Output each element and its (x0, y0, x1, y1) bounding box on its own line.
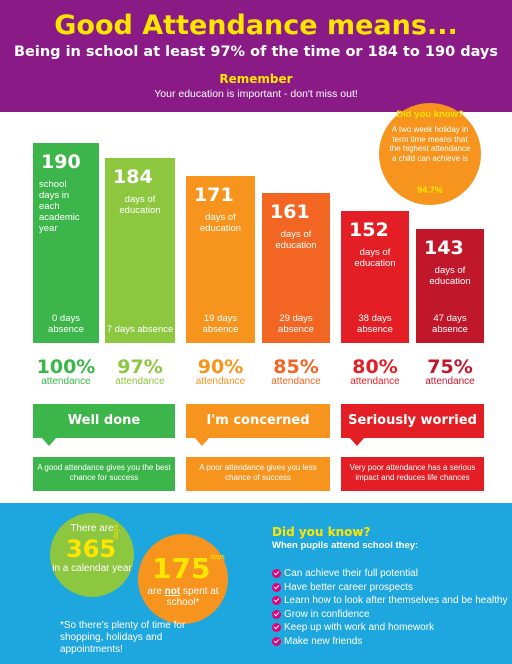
days-in-year-circle: There are 365 days in a calendar year (50, 513, 134, 597)
percent-value: 100% (36, 356, 96, 378)
days-unit: days (113, 524, 120, 539)
percent-label: attendance (115, 376, 165, 387)
caption-part: are (147, 586, 162, 597)
bubble-label: I'm concerned (206, 413, 310, 428)
bar-absence: 47 days absence (432, 313, 468, 335)
list-item-text: Learn how to look after themselves and b… (284, 595, 508, 606)
benefits-list: Can achieve their full potential Have be… (272, 567, 507, 648)
bar-171: 171 days of education 19 days absence (186, 176, 255, 343)
list-item-text: Have better career prospects (284, 581, 413, 593)
bar-number: 161 (270, 201, 310, 223)
bar-number: 184 (113, 166, 153, 188)
did-you-know-heading: Did you know? (396, 109, 464, 120)
page-title: Good Attendance means... (54, 10, 458, 41)
remember-text: Your education is important - don't miss… (154, 88, 358, 100)
bar-number: 152 (349, 219, 389, 241)
percent-label: attendance (350, 376, 400, 387)
bar-desc: school days in each academic year (39, 179, 80, 234)
check-icon (272, 623, 281, 632)
concerned-description: A poor attendance gives you less chance … (186, 457, 330, 491)
days-number: 175 (152, 552, 211, 585)
bar-143: 143 days of education 47 days absence (416, 229, 484, 343)
percent-value: 90% (197, 356, 244, 378)
attendance-percent: 85% attendance (262, 356, 330, 387)
bar-number: 143 (424, 237, 464, 259)
check-icon (272, 596, 281, 605)
percent-value: 85% (273, 356, 319, 378)
bar-absence: 19 days absence (202, 313, 239, 335)
bar-desc: days of education (199, 212, 242, 234)
attendance-percent: 90% attendance (186, 356, 255, 387)
days-unit: days (210, 554, 225, 561)
list-item: Have better career prospects (272, 581, 507, 595)
footnote: *So there's plenty of time for shopping,… (60, 620, 186, 655)
percent-label: attendance (425, 376, 475, 387)
list-item: Grow in confidence (272, 608, 507, 622)
bar-absence: 7 days absence (106, 324, 174, 335)
page-subtitle: Being in school at least 97% of the time… (13, 44, 499, 60)
bar-absence: 0 days absence (48, 313, 84, 335)
bar-desc: days of education (354, 247, 396, 269)
list-item: Keep up with work and homework (272, 621, 507, 635)
bar-desc: days of education (275, 229, 317, 251)
circle-caption: in a calendar year (52, 563, 132, 574)
did-you-know-benefits: Did you know? When pupils attend school … (272, 525, 418, 551)
remember-heading: Remember (219, 72, 293, 86)
did-you-know-body: A two week holiday in term time means th… (389, 125, 471, 163)
bar-184: 184 days of education 7 days absence (105, 158, 175, 343)
caption-part: spent at school* (166, 586, 219, 608)
check-icon (272, 636, 281, 646)
benefits-heading: Did you know? (272, 525, 371, 539)
attendance-percent: 75% attendance (416, 356, 484, 387)
bar-number: 171 (194, 184, 234, 206)
caption-emphasis: not (164, 586, 181, 597)
bar-absence: 29 days absence (278, 313, 314, 335)
check-icon (272, 569, 281, 578)
well-done-description: A good attendance gives you the best cha… (33, 457, 175, 491)
check-icon (272, 582, 281, 592)
list-item-text: Can achieve their full potential (284, 568, 418, 579)
seriously-worried-bubble: Seriously worried (341, 404, 484, 446)
bubble-label: Seriously worried (348, 413, 477, 428)
did-you-know-holiday-badge: Did you know? A two week holiday in term… (379, 103, 481, 205)
list-item: Can achieve their full potential (272, 567, 507, 581)
percent-value: 97% (117, 356, 163, 378)
well-done-bubble: Well done (33, 404, 175, 446)
percent-value: 75% (427, 356, 473, 378)
bar-152: 152 days of education 38 days absence (341, 211, 409, 343)
bubble-tail (194, 437, 210, 446)
did-you-know-percent: 94.7% (417, 185, 443, 195)
days-number: 365 (66, 535, 117, 563)
bar-161: 161 days of education 29 days absence (262, 193, 330, 343)
percent-label: attendance (271, 376, 321, 387)
bar-desc: days of education (429, 265, 471, 287)
check-icon (272, 609, 281, 619)
bubble-tail (349, 437, 365, 446)
bubble-tail (41, 437, 57, 446)
attendance-percent: 100% attendance (33, 356, 99, 387)
percent-label: attendance (41, 376, 91, 387)
bar-number: 190 (41, 151, 81, 173)
bar-desc: days of education (119, 194, 161, 216)
list-item-text: Keep up with work and homework (284, 622, 435, 633)
bar-absence: 38 days absence (357, 313, 393, 335)
days-not-at-school-circle: 175 days are not spent at school* (138, 534, 228, 624)
percent-value: 80% (352, 356, 398, 378)
benefits-subheading: When pupils attend school they: (272, 540, 419, 551)
percent-label: attendance (195, 376, 246, 387)
list-item-text: Grow in confidence (284, 608, 370, 620)
circle-intro: There are (70, 523, 114, 534)
list-item: Make new friends (272, 635, 507, 649)
attendance-percent: 80% attendance (341, 356, 409, 387)
seriously-worried-description: Very poor attendance has a serious impac… (341, 457, 484, 491)
attendance-percent: 97% attendance (105, 356, 175, 387)
list-item: Learn how to look after themselves and b… (272, 594, 507, 608)
header-banner (0, 0, 512, 112)
circle-caption: are not spent at school* (138, 586, 228, 608)
concerned-bubble: I'm concerned (186, 404, 330, 446)
bubble-label: Well done (67, 413, 141, 428)
bar-190: 190 school days in each academic year 0 … (33, 143, 99, 343)
list-item-text: Make new friends (284, 635, 363, 647)
